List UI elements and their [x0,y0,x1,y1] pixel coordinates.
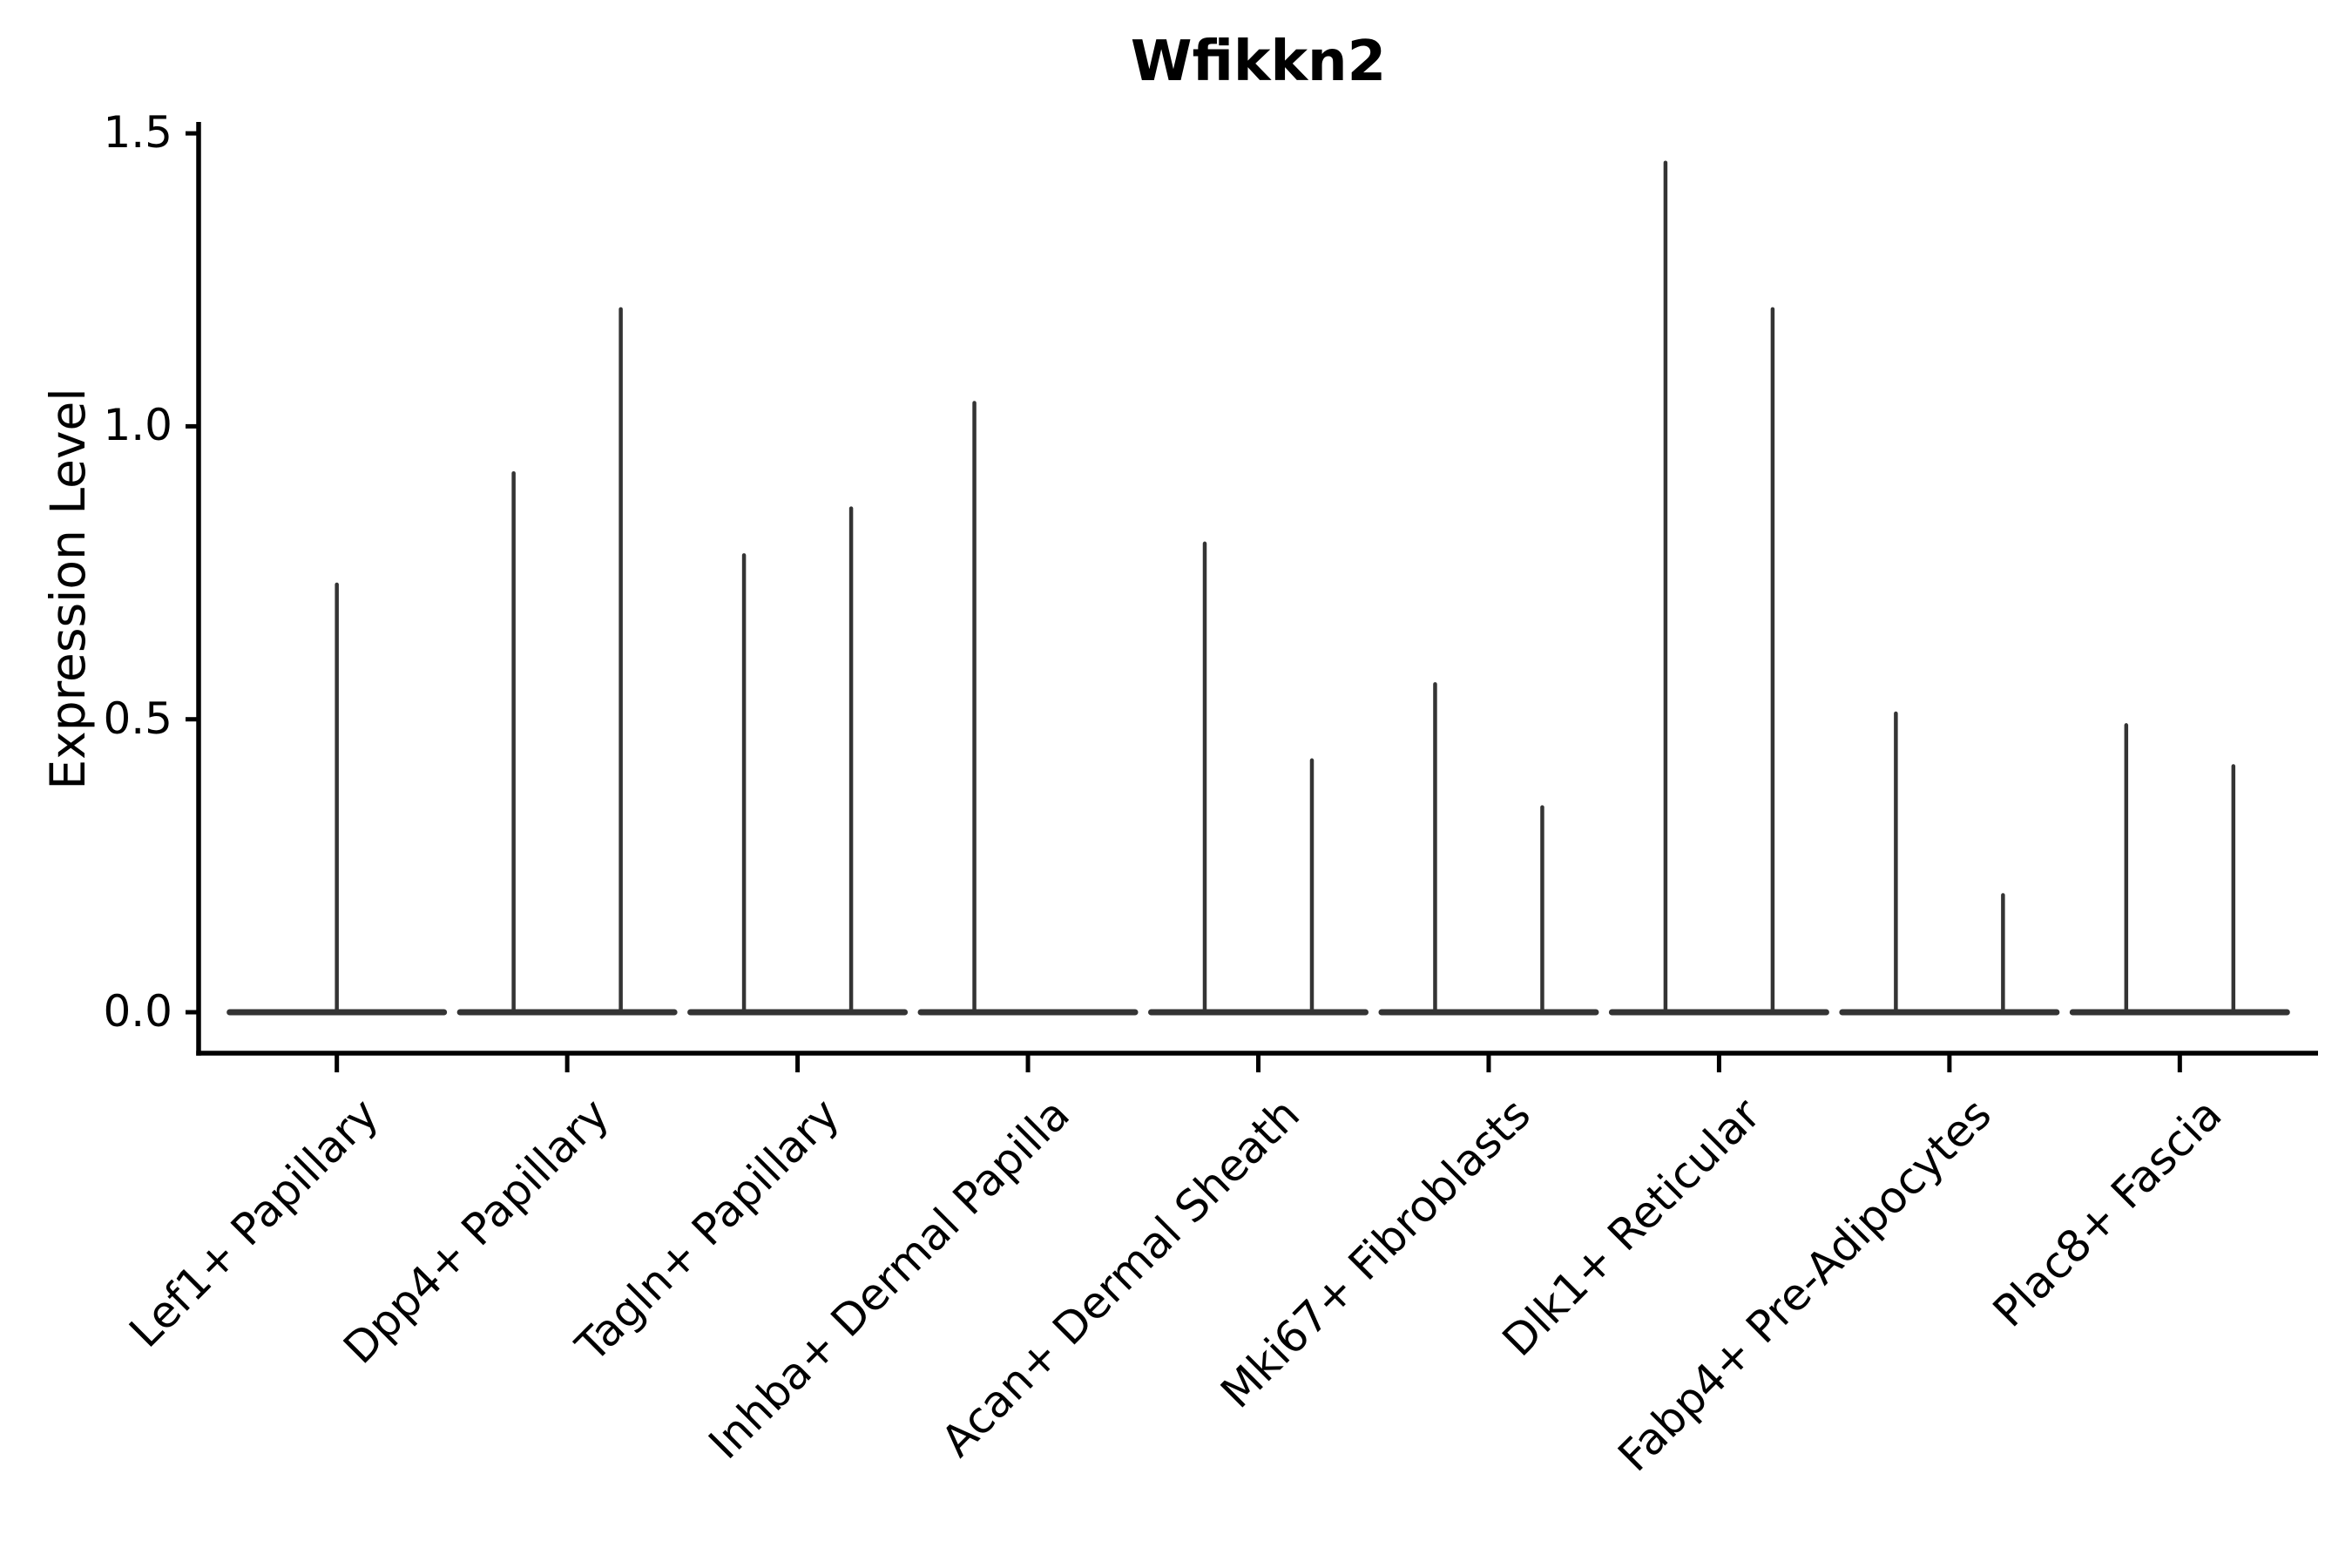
chart-title: Wfikkn2 [1130,30,1387,94]
y-tick-label: 1.0 [103,400,172,451]
y-tick-label: 1.5 [103,107,172,159]
y-tick-label: 0.0 [103,986,172,1037]
y-axis-label: Expression Level [40,388,96,790]
y-tick-label: 0.5 [103,693,172,744]
